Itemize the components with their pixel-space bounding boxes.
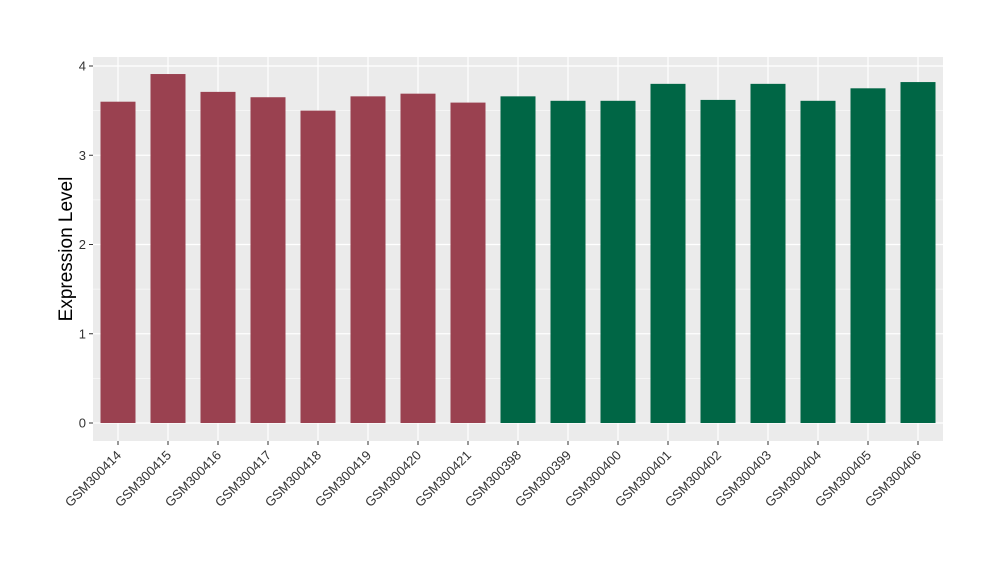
y-tick-label: 3 [79, 148, 86, 163]
bar-GSM300405 [850, 88, 886, 423]
bar-GSM300399 [550, 100, 586, 424]
bar-GSM300420 [400, 93, 436, 423]
bar-GSM300398 [500, 96, 536, 423]
bar-GSM300417 [250, 97, 286, 424]
bar-GSM300404 [800, 100, 836, 424]
y-axis-title: Expression Level [56, 177, 77, 322]
bar-GSM300402 [700, 99, 736, 423]
bar-GSM300421 [450, 102, 486, 423]
y-tick-label: 4 [79, 59, 86, 74]
bar-GSM300415 [150, 74, 186, 423]
bar-GSM300416 [200, 91, 236, 423]
bar-GSM300418 [300, 110, 336, 423]
y-tick-label: 0 [79, 416, 86, 431]
y-tick-label: 1 [79, 326, 86, 341]
bar-GSM300414 [100, 101, 136, 423]
y-axis: 0 1 2 3 4 [79, 59, 93, 431]
y-tick-label: 2 [79, 237, 86, 252]
bar-GSM300400 [600, 100, 636, 424]
bar-GSM300403 [750, 83, 786, 423]
bar-GSM300401 [650, 83, 686, 423]
bar-GSM300419 [350, 96, 386, 423]
x-axis: GSM300414GSM300415GSM300416GSM300417GSM3… [62, 441, 924, 510]
bar-GSM300406 [900, 82, 936, 423]
bars-group [100, 74, 936, 424]
